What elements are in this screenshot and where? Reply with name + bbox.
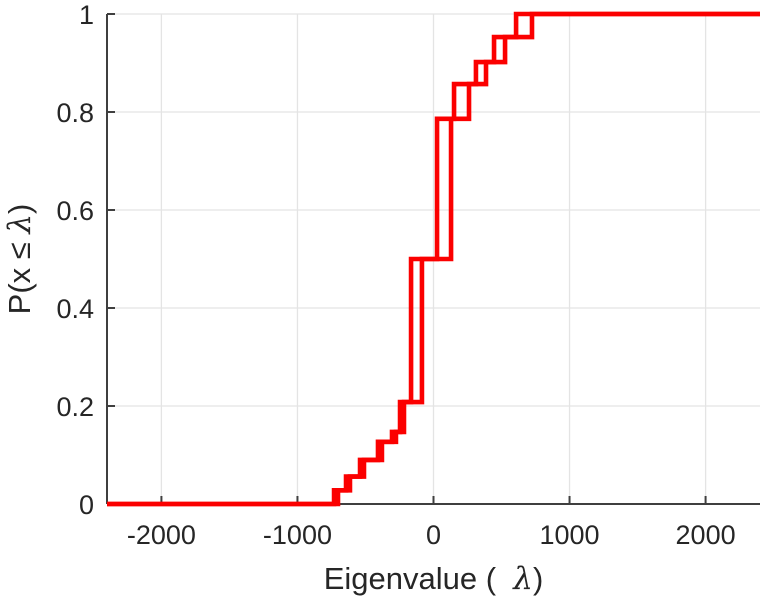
x-tick-label: 0 <box>426 520 441 550</box>
y-tick-label: 0.8 <box>56 98 94 128</box>
tick-labels-layer: -2000 -1000 0 1000 2000 0 0.2 0.4 0.6 0.8 1 <box>56 0 735 550</box>
x-tick-label: 2000 <box>676 520 736 550</box>
x-tick-label: 1000 <box>540 520 600 550</box>
y-tick-label: 0.2 <box>56 392 94 422</box>
curve-layer <box>107 11 760 507</box>
y-tick-label: 0.4 <box>56 294 94 324</box>
x-axis-label-close-paren: ) <box>533 561 543 596</box>
y-axis-label: P(x ≤ λ) <box>2 204 38 315</box>
x-tick-label: -2000 <box>127 520 196 550</box>
x-axis-label-text: Eigenvalue ( <box>324 561 514 596</box>
x-axis-label: Eigenvalue ( λ) <box>324 561 544 597</box>
y-tick-label: 1 <box>79 0 94 30</box>
y-axis-label-text: P(x ≤ <box>2 234 37 315</box>
y-tick-label: 0.6 <box>56 196 94 226</box>
y-axis-label-close-paren: ) <box>2 204 37 214</box>
y-axis-lambda-symbol: λ <box>2 214 38 236</box>
ecdf-staircase-2 <box>107 11 760 507</box>
y-tick-label: 0 <box>79 490 94 520</box>
x-tick-label: -1000 <box>263 520 332 550</box>
x-axis-lambda-symbol: λ <box>511 561 533 597</box>
